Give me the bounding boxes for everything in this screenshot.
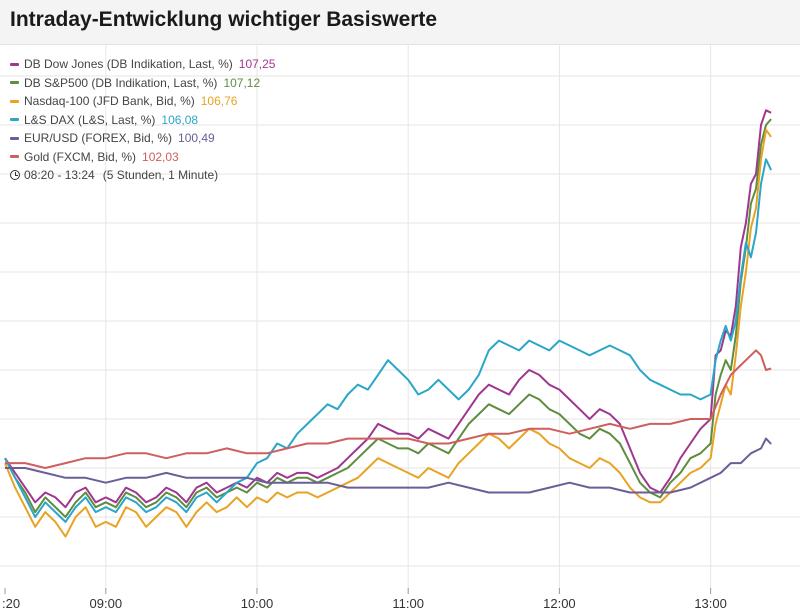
chart-title: Intraday-Entwicklung wichtiger Basiswert… [10, 8, 438, 31]
chart-header: Intraday-Entwicklung wichtiger Basiswert… [0, 0, 800, 45]
x-tick-label: 12:00 [543, 596, 576, 611]
series-line-4 [5, 437, 772, 494]
legend-item[interactable]: Gold (FXCM, Bid, %) 102,03 [10, 148, 275, 167]
legend-value: 102,03 [142, 149, 179, 164]
legend-value: 107,25 [238, 57, 276, 71]
legend-swatch [10, 99, 19, 103]
x-tick-label: 09:00 [90, 596, 123, 611]
legend-label: L&S DAX (L&S, Last, %) [24, 112, 156, 127]
series-line-3 [4, 158, 773, 523]
time-range-label: 08:20 - 13:24 [24, 168, 95, 182]
time-range-detail: (5 Stunden, 1 Minute) [102, 168, 219, 182]
x-tick-label: :20 [2, 596, 20, 611]
line-chart: :20 09:00 10:00 11:00 12:00 13:00 [0, 44, 800, 611]
x-tick-label: 11:00 [392, 596, 424, 611]
legend-swatch [10, 62, 19, 66]
legend-swatch [10, 81, 19, 85]
legend-item[interactable]: Nasdaq-100 (JFD Bank, Bid, %) 106,76 [10, 92, 275, 111]
grid-lines [0, 44, 800, 590]
legend-swatch [10, 155, 19, 159]
series-line-0 [4, 109, 772, 509]
legend-swatch [10, 136, 19, 140]
legend-label: DB S&P500 (DB Indikation, Last, %) [24, 75, 218, 90]
series-line-5 [5, 349, 772, 469]
legend-swatch [10, 118, 19, 122]
legend-value: 100,49 [178, 131, 215, 145]
legend-label: Gold (FXCM, Bid, %) [24, 149, 137, 164]
series-lines [4, 109, 773, 538]
legend-item[interactable]: DB Dow Jones (DB Indikation, Last, %) 107… [10, 55, 275, 74]
legend-label: DB Dow Jones (DB Indikation, Last, %) [24, 57, 233, 71]
time-range: 08:20 - 13:24 (5 Stunden, 1 Minute) [10, 166, 275, 185]
legend: DB Dow Jones (DB Indikation, Last, %) 107… [10, 55, 275, 185]
clock-icon [10, 170, 20, 181]
series-line-2 [4, 128, 772, 538]
x-axis: :20 09:00 10:00 11:00 12:00 13:00 [2, 588, 727, 611]
legend-items: DB Dow Jones (DB Indikation, Last, %) 107… [10, 55, 275, 166]
legend-value: 106,76 [200, 94, 238, 108]
legend-label: Nasdaq-100 (JFD Bank, Bid, %) [24, 94, 195, 108]
legend-label: EUR/USD (FOREX, Bid, %) [24, 131, 173, 145]
x-tick-label: 10:00 [241, 596, 274, 611]
legend-item[interactable]: EUR/USD (FOREX, Bid, %) 100,49 [10, 129, 275, 148]
legend-value: 106,08 [161, 112, 199, 127]
legend-item[interactable]: L&S DAX (L&S, Last, %) 106,08 [10, 111, 275, 130]
x-tick-label: 13:00 [694, 596, 727, 611]
legend-value: 107,12 [223, 75, 261, 90]
series-line-1 [4, 118, 772, 518]
legend-item[interactable]: DB S&P500 (DB Indikation, Last, %) 107,12 [10, 74, 275, 93]
